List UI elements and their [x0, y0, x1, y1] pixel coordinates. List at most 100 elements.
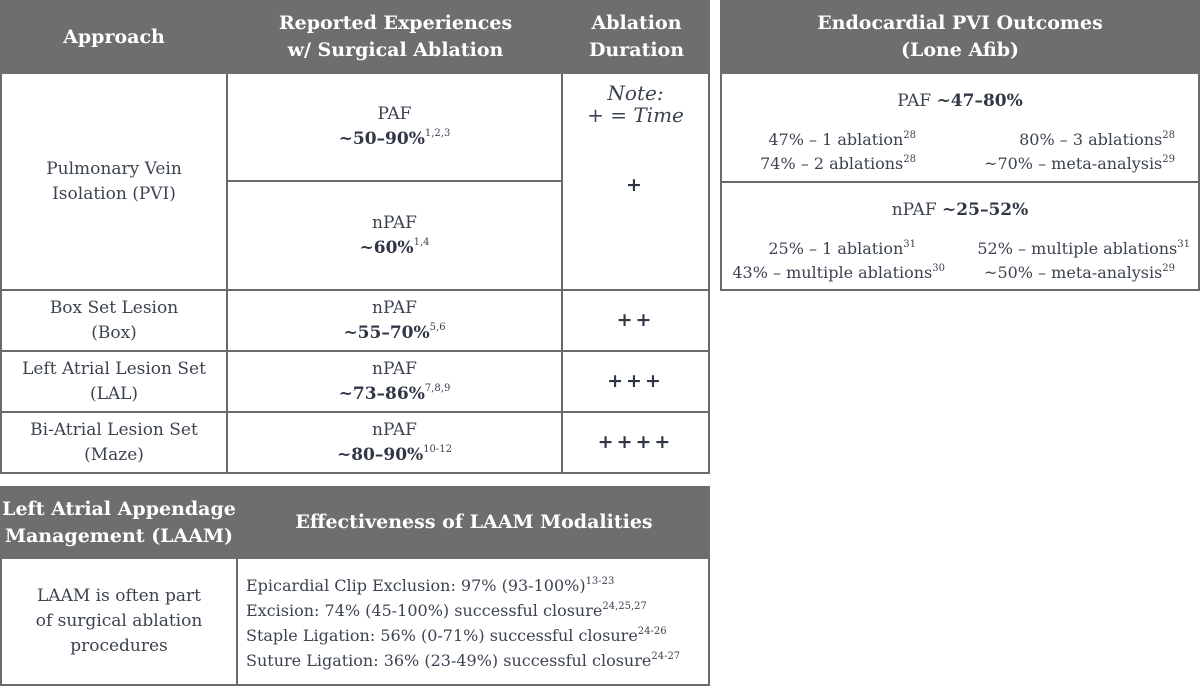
approach-label-line2: (Box): [91, 322, 137, 343]
outcome-text: 25% – 1 ablation: [768, 239, 904, 258]
approach-label-line1: Box Set Lesion: [49, 297, 179, 318]
duration-note: Note: + = Time: [563, 82, 708, 132]
duration-plus: +++: [607, 370, 664, 392]
note-line1: Note:: [607, 81, 664, 105]
success-rate-value: ~50–90%: [338, 129, 425, 149]
laam-text-line2: of surgical ablation: [35, 611, 203, 631]
row-lal-duration: +++: [563, 352, 708, 411]
afib-type: nPAF: [891, 199, 937, 220]
laam-header-line2: Management (LAAM): [4, 524, 234, 547]
outcome-item: ~70% – meta-analysis29: [984, 152, 1175, 176]
reference-superscript: 31: [903, 238, 916, 250]
outcome-text: 80% – 3 ablations: [1019, 130, 1163, 149]
row-lal-approach: Left Atrial Lesion Set (LAL): [2, 352, 226, 411]
divider: [228, 180, 563, 182]
success-rate: ~80–90%10-12: [337, 443, 452, 468]
note-line2: + = Time: [587, 103, 684, 127]
laam-text-line3: procedures: [70, 636, 168, 656]
row-maze-rate: nPAF ~80–90%10-12: [228, 413, 561, 472]
divider: [561, 74, 563, 474]
outcome-item: 80% – 3 ablations28: [1019, 128, 1175, 152]
afib-type: nPAF: [372, 212, 417, 233]
header-duration: Ablation Duration: [563, 0, 710, 74]
outcomes-title-line1: Endocardial PVI Outcomes: [817, 12, 1103, 34]
outcome-text: 43% – multiple ablations: [732, 263, 933, 282]
header-approach: Approach: [0, 0, 228, 74]
list-item: Epicardial Clip Exclusion: 97% (93-100%)…: [246, 573, 680, 598]
outcomes-header: Endocardial PVI Outcomes (Lone Afib): [720, 0, 1200, 74]
header-experiences-line2: w/ Surgical Ablation: [287, 39, 504, 61]
list-item: Excision: 74% (45-100%) successful closu…: [246, 598, 680, 623]
header-duration-line1: Ablation: [591, 12, 682, 34]
divider: [720, 181, 1200, 183]
modality-text: Excision: 74% (45-100%) successful closu…: [246, 601, 603, 620]
outcome-item: ~50% – meta-analysis29: [984, 261, 1175, 285]
reference-superscript: 28: [903, 153, 916, 165]
reference-superscript: 10-12: [423, 443, 453, 455]
approach-label-line2: (LAL): [89, 383, 139, 404]
reference-superscript: 30: [932, 262, 945, 274]
afib-type: nPAF: [372, 358, 417, 379]
success-rate-value: ~73–86%: [338, 383, 425, 404]
outcome-text: 47% – 1 ablation: [768, 130, 904, 149]
approach-label-line2: (Maze): [84, 444, 144, 465]
header-experiences-line1: Reported Experiences: [278, 12, 513, 34]
row-box-duration: ++: [563, 291, 708, 350]
reference-superscript: 7,8,9: [424, 382, 451, 394]
range-value: ~47–80%: [936, 90, 1023, 111]
approach-label-line1: Bi-Atrial Lesion Set: [30, 419, 198, 440]
approach-table: [0, 0, 710, 474]
row-pvi-approach: Pulmonary Vein Isolation (PVI): [2, 74, 226, 289]
success-rate: ~73–86%7,8,9: [339, 382, 451, 407]
modality-text: Suture Ligation: 36% (23-49%) successful…: [246, 651, 652, 670]
success-rate-value: ~55–70%: [343, 322, 430, 343]
reference-superscript: 29: [1162, 153, 1175, 165]
laam-description: LAAM is often part of surgical ablation …: [2, 559, 236, 684]
laam-modality-list: Epicardial Clip Exclusion: 97% (93-100%)…: [246, 573, 680, 673]
row-maze-approach: Bi-Atrial Lesion Set (Maze): [2, 413, 226, 472]
list-item: Staple Ligation: 56% (0-71%) successful …: [246, 623, 680, 648]
divider: [0, 411, 710, 413]
outcome-text: 52% – multiple ablations: [977, 239, 1178, 258]
laam-header-line1: Left Atrial Appendage: [2, 497, 236, 520]
row-box-approach: Box Set Lesion (Box): [2, 291, 226, 350]
outcome-item: 47% – 1 ablation28: [768, 128, 916, 152]
row-lal-rate: nPAF ~73–86%7,8,9: [228, 352, 561, 411]
laam-header-left: Left Atrial Appendage Management (LAAM): [0, 486, 238, 559]
reference-superscript: 28: [903, 129, 916, 141]
reference-superscript: 24-26: [637, 625, 667, 637]
modality-text: Epicardial Clip Exclusion: 97% (93-100%): [246, 576, 586, 595]
header-duration-line2: Duration: [588, 39, 685, 61]
reference-superscript: 29: [1162, 262, 1175, 274]
afib-type: PAF: [897, 90, 932, 111]
afib-type: nPAF: [372, 419, 417, 440]
reference-superscript: 24,25,27: [602, 600, 647, 612]
afib-type: PAF: [377, 104, 412, 124]
range-line: PAF ~47–80%: [897, 89, 1023, 114]
afib-type: nPAF: [372, 297, 417, 318]
outcome-item: 25% – 1 ablation31: [768, 237, 916, 261]
divider: [226, 74, 228, 474]
row-maze-duration: ++++: [563, 413, 708, 472]
success-rate: ~55–70%5,6: [343, 321, 445, 346]
approach-label-line2: Isolation (PVI): [52, 183, 176, 204]
row-pvi-duration: +: [563, 170, 708, 200]
duration-plus: +: [626, 173, 645, 196]
row-pvi-npaf: nPAF ~60%1,4: [228, 182, 561, 289]
header-experiences: Reported Experiences w/ Surgical Ablatio…: [228, 0, 563, 74]
list-item: Suture Ligation: 36% (23-49%) successful…: [246, 648, 680, 673]
outcomes-paf-range: PAF ~47–80%: [722, 88, 1198, 114]
divider: [0, 289, 710, 291]
success-rate-value: ~80–90%: [336, 444, 424, 465]
outcome-text: ~70% – meta-analysis: [984, 154, 1163, 173]
reference-superscript: 5,6: [429, 321, 446, 333]
duration-plus: ++: [616, 309, 655, 331]
success-rate: ~60%1,4: [360, 236, 430, 261]
outcomes-npaf-range: nPAF ~25–52%: [722, 197, 1198, 223]
modality-text: Staple Ligation: 56% (0-71%) successful …: [246, 626, 638, 645]
outcomes-title-line2: (Lone Afib): [900, 39, 1020, 61]
outcome-item: 52% – multiple ablations31: [977, 237, 1190, 261]
laam-header-title: Effectiveness of LAAM Modalities: [295, 511, 653, 533]
header-approach-label: Approach: [63, 25, 165, 48]
row-pvi-paf: PAF ~50–90%1,2,3: [228, 74, 561, 180]
